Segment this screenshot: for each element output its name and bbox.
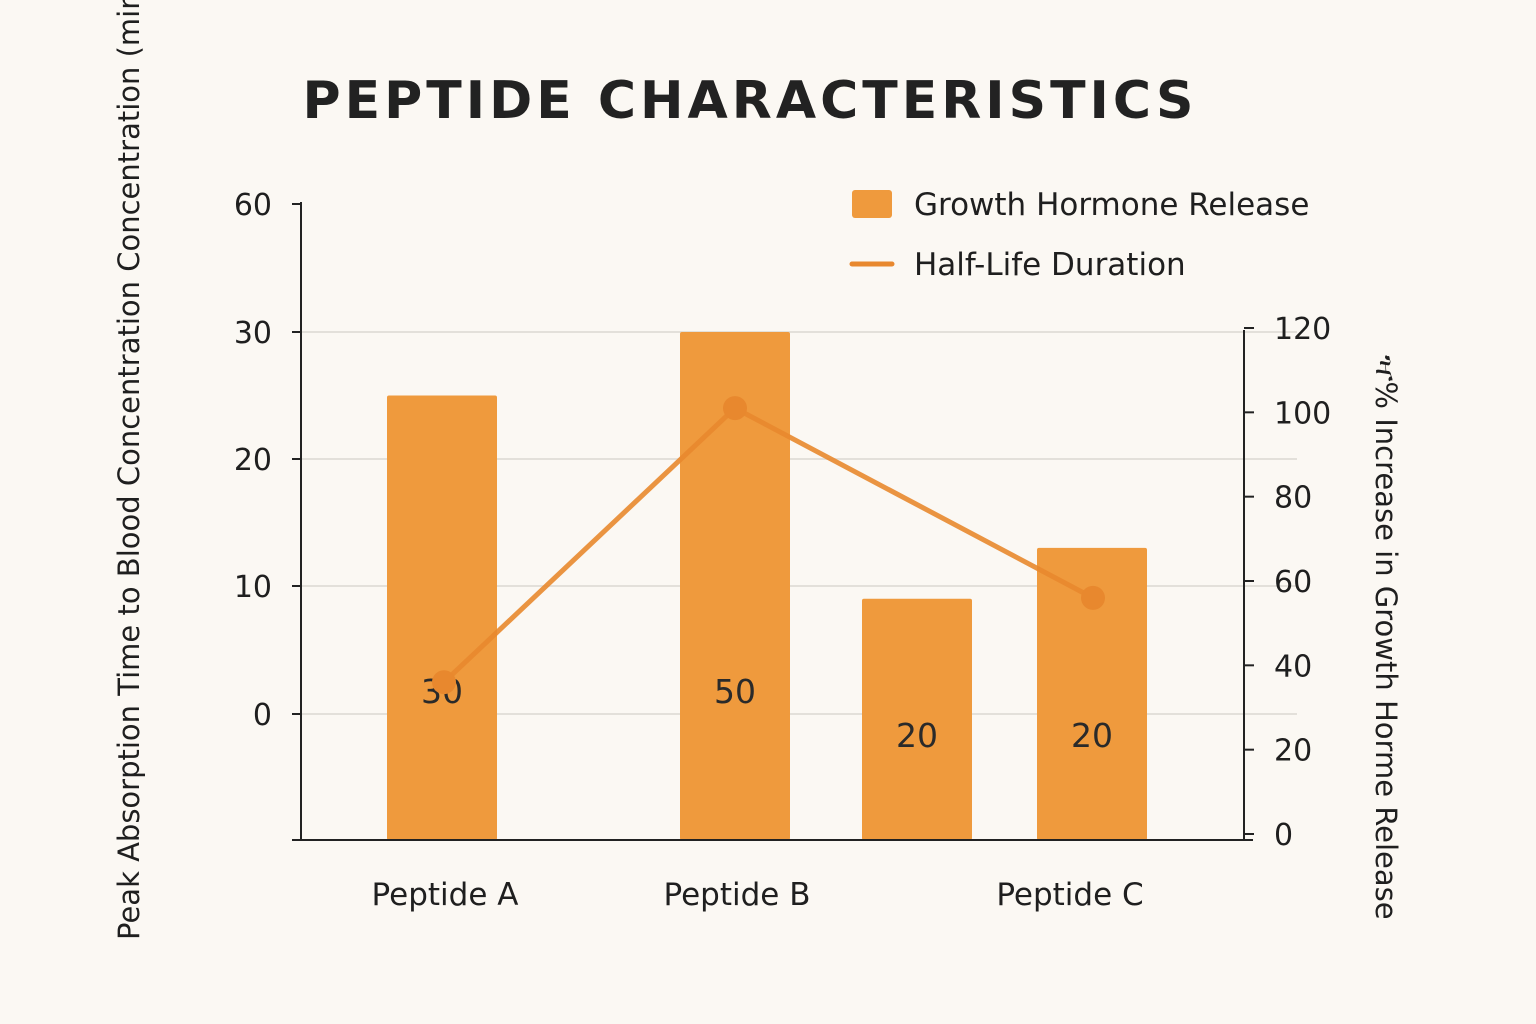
half-life-point — [432, 670, 456, 695]
bar — [862, 598, 972, 840]
line-series — [432, 396, 1105, 695]
right-axis-ticks: 0 20 40 60 80 100 120 — [1244, 312, 1331, 853]
bar-value-label: 20 — [1071, 716, 1113, 755]
left-axis-ticks: 0 10 20 30 60 — [234, 188, 301, 733]
right-axis-title: ዣ% Increase in Growth Horme Release — [1369, 355, 1403, 920]
bar — [680, 332, 790, 840]
left-tick-label: 20 — [234, 443, 272, 478]
x-tick-label: Peptide A — [372, 877, 519, 913]
right-tick-label: 20 — [1274, 734, 1312, 769]
bar-value-labels: 30502020 — [421, 672, 1113, 755]
left-tick-label: 30 — [234, 316, 272, 351]
x-axis-tick-labels: Peptide A Peptide B Peptide C — [372, 877, 1144, 913]
right-tick-label: 100 — [1274, 396, 1331, 431]
bar — [1037, 547, 1147, 840]
bar-value-label: 50 — [714, 672, 756, 711]
bar-value-label: 20 — [896, 716, 938, 755]
right-tick-label: 0 — [1274, 818, 1293, 853]
legend-swatch-bar — [852, 190, 892, 218]
left-tick-label: 60 — [234, 188, 272, 223]
left-tick-label: 0 — [253, 698, 272, 733]
bars — [387, 332, 1147, 840]
right-tick-label: 40 — [1274, 649, 1312, 684]
legend-label-line: Half-Life Duration — [914, 247, 1186, 283]
right-tick-label: 60 — [1274, 565, 1312, 600]
right-tick-label: 120 — [1274, 312, 1331, 347]
right-tick-label: 80 — [1274, 481, 1312, 516]
chart-title: PEPTIDE CHARACTERISTICS — [303, 71, 1198, 131]
half-life-point — [1081, 585, 1105, 610]
left-axis-title: Peak Absorption Time to Blood Concentrat… — [112, 0, 146, 940]
legend: Growth Hormone Release Half-Life Duratio… — [849, 187, 1309, 283]
half-life-point — [723, 396, 747, 421]
x-tick-label: Peptide C — [996, 877, 1143, 913]
x-tick-label: Peptide B — [664, 877, 811, 913]
left-axis-title-line-1: Peak Absorption Time to Blood Concentrat… — [112, 0, 146, 940]
left-tick-label: 10 — [234, 570, 272, 605]
axes — [292, 202, 1253, 841]
bar — [387, 395, 497, 840]
legend-label-bar: Growth Hormone Release — [914, 187, 1309, 223]
